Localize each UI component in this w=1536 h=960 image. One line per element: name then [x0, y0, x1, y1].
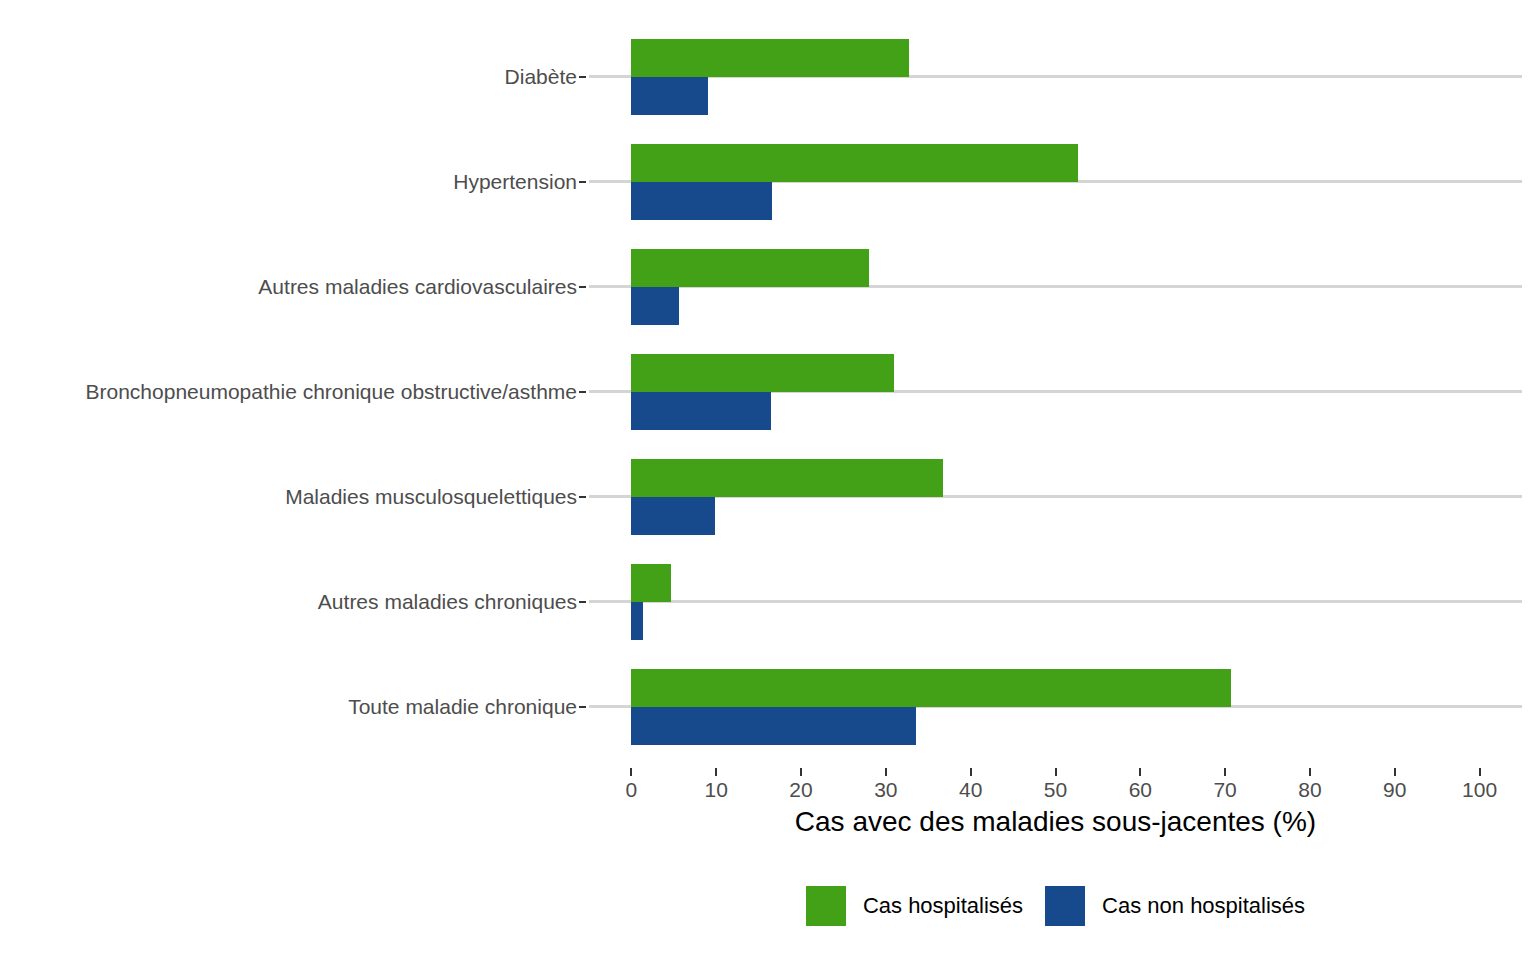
x-tick-label: 30 — [846, 778, 926, 802]
legend-swatch-hospitalises — [806, 886, 846, 926]
bar-non-hospitalises — [631, 392, 771, 430]
bar-non-hospitalises — [631, 77, 707, 115]
category-label: Hypertension — [0, 168, 577, 196]
x-tick-label: 100 — [1440, 778, 1520, 802]
x-tick-label: 60 — [1100, 778, 1180, 802]
category-label: Toute maladie chronique — [0, 693, 577, 721]
x-tick — [970, 768, 972, 776]
y-tick — [579, 286, 586, 288]
x-tick — [715, 768, 717, 776]
x-tick — [1394, 768, 1396, 776]
legend-label-hospitalises: Cas hospitalisés — [863, 893, 1023, 919]
bar-hospitalises — [631, 39, 908, 77]
x-tick-label: 70 — [1185, 778, 1265, 802]
x-tick — [1055, 768, 1057, 776]
category-label: Diabète — [0, 63, 577, 91]
x-tick — [800, 768, 802, 776]
legend-label-non-hospitalises: Cas non hospitalisés — [1102, 893, 1305, 919]
bar-non-hospitalises — [631, 602, 643, 640]
y-tick — [579, 601, 586, 603]
bar-hospitalises — [631, 564, 671, 602]
gridline — [589, 600, 1522, 603]
x-tick-label: 40 — [931, 778, 1011, 802]
legend-swatch-non-hospitalises — [1045, 886, 1085, 926]
plot-area — [589, 15, 1522, 765]
legend-item-hospitalises: Cas hospitalisés — [806, 886, 1023, 926]
bar-hospitalises — [631, 144, 1078, 182]
x-tick — [1309, 768, 1311, 776]
legend: Cas hospitalisés Cas non hospitalisés — [589, 882, 1522, 930]
x-axis-title: Cas avec des maladies sous-jacentes (%) — [589, 806, 1522, 838]
x-tick-label: 80 — [1270, 778, 1350, 802]
category-label: Autres maladies chroniques — [0, 588, 577, 616]
x-tick-label: 50 — [1016, 778, 1096, 802]
bar-non-hospitalises — [631, 287, 678, 325]
bar-hospitalises — [631, 459, 942, 497]
category-label: Bronchopneumopathie chronique obstructiv… — [0, 378, 577, 406]
x-tick-label: 10 — [676, 778, 756, 802]
bar-non-hospitalises — [631, 182, 772, 220]
x-tick-label: 0 — [591, 778, 671, 802]
bar-hospitalises — [631, 354, 894, 392]
bar-hospitalises — [631, 249, 868, 287]
category-label: Autres maladies cardiovasculaires — [0, 273, 577, 301]
x-tick — [885, 768, 887, 776]
bar-chart: Diabète Hypertension Autres maladies cardi… — [0, 0, 1536, 960]
bar-non-hospitalises — [631, 497, 715, 535]
x-tick — [1224, 768, 1226, 776]
bar-non-hospitalises — [631, 707, 916, 745]
x-tick — [1479, 768, 1481, 776]
category-label: Maladies musculosquelettiques — [0, 483, 577, 511]
y-tick — [579, 391, 586, 393]
x-tick-label: 90 — [1355, 778, 1435, 802]
x-tick — [1139, 768, 1141, 776]
legend-item-non-hospitalises: Cas non hospitalisés — [1045, 886, 1305, 926]
y-tick — [579, 496, 586, 498]
y-tick — [579, 76, 586, 78]
x-tick — [630, 768, 632, 776]
x-tick-label: 20 — [761, 778, 841, 802]
bar-hospitalises — [631, 669, 1231, 707]
y-tick — [579, 181, 586, 183]
y-tick — [579, 706, 586, 708]
